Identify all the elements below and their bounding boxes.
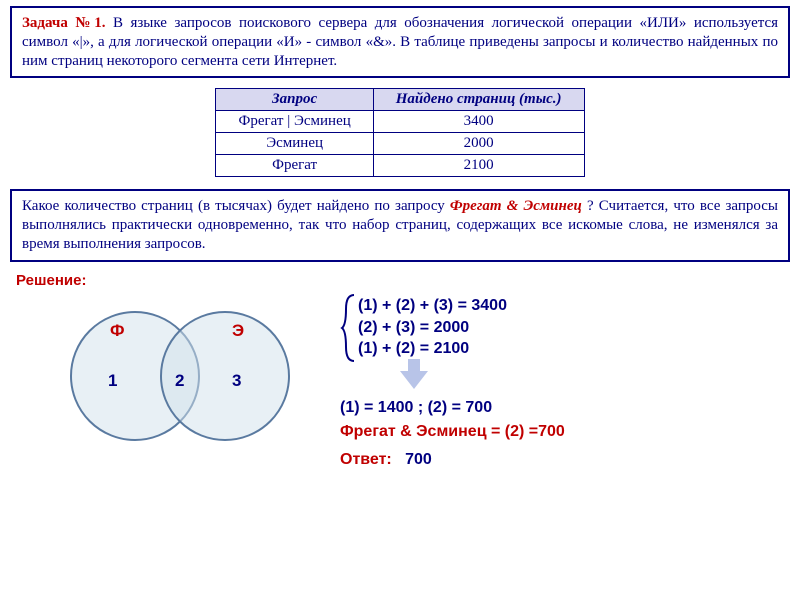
solution-label: Решение: [16,272,790,289]
venn-label-E: Э [232,321,244,341]
cell-pages: 3400 [373,111,584,133]
cell-pages: 2000 [373,133,584,155]
left-brace-icon [340,293,358,363]
query-table: Запрос Найдено страниц (тыс.) Фрегат | Э… [215,88,584,177]
venn-region-3: 3 [232,371,241,391]
equation-3: (1) + (2) = 2100 [358,338,507,360]
th-query: Запрос [216,89,373,111]
final-expression: Фрегат & Эсминец = (2) =700 [340,423,790,441]
arrow-down-icon [400,371,428,389]
answer-label: Ответ: [340,451,392,468]
equation-1: (1) + (2) + (3) = 3400 [358,295,507,317]
cell-query: Фрегат | Эсминец [216,111,373,133]
intermediate-result: (1) = 1400 ; (2) = 700 [340,399,790,417]
table-row: Фрегат | Эсминец 3400 [216,111,584,133]
solution-area: Ф Э 1 2 3 (1) + (2) + (3) = 3400 (2) + (… [10,293,790,469]
table-row: Фрегат 2100 [216,155,584,177]
problem-box: Задача №1. В языке запросов поискового с… [10,6,790,78]
calculation-column: (1) + (2) + (3) = 3400 (2) + (3) = 2000 … [340,293,790,469]
question-emphasis: Фрегат & Эсминец [450,198,582,214]
problem-text: В языке запросов поискового сервера для … [22,15,778,69]
equation-lines: (1) + (2) + (3) = 3400 (2) + (3) = 2000 … [358,295,507,360]
cell-query: Эсминец [216,133,373,155]
venn-diagram: Ф Э 1 2 3 [10,293,340,463]
table-row: Эсминец 2000 [216,133,584,155]
question-pre: Какое количество страниц (в тысячах) буд… [22,198,450,214]
answer-line: Ответ: 700 [340,451,790,469]
equation-system: (1) + (2) + (3) = 3400 (2) + (3) = 2000 … [340,293,790,363]
th-pages: Найдено страниц (тыс.) [373,89,584,111]
question-box: Какое количество страниц (в тысячах) буд… [10,189,790,261]
cell-pages: 2100 [373,155,584,177]
equation-2: (2) + (3) = 2000 [358,317,507,339]
venn-region-1: 1 [108,371,117,391]
task-title: Задача №1. [22,15,105,31]
answer-value: 700 [405,451,432,468]
table-header-row: Запрос Найдено страниц (тыс.) [216,89,584,111]
venn-label-F: Ф [110,321,125,341]
venn-region-2: 2 [175,371,184,391]
cell-query: Фрегат [216,155,373,177]
